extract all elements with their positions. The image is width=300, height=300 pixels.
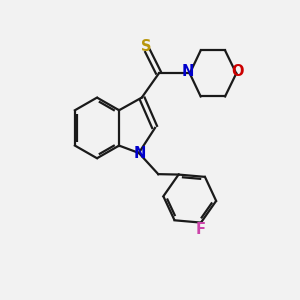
Text: N: N	[182, 64, 194, 80]
Text: F: F	[196, 222, 206, 237]
Text: O: O	[232, 64, 244, 80]
Text: N: N	[133, 146, 145, 161]
Text: S: S	[141, 39, 152, 54]
